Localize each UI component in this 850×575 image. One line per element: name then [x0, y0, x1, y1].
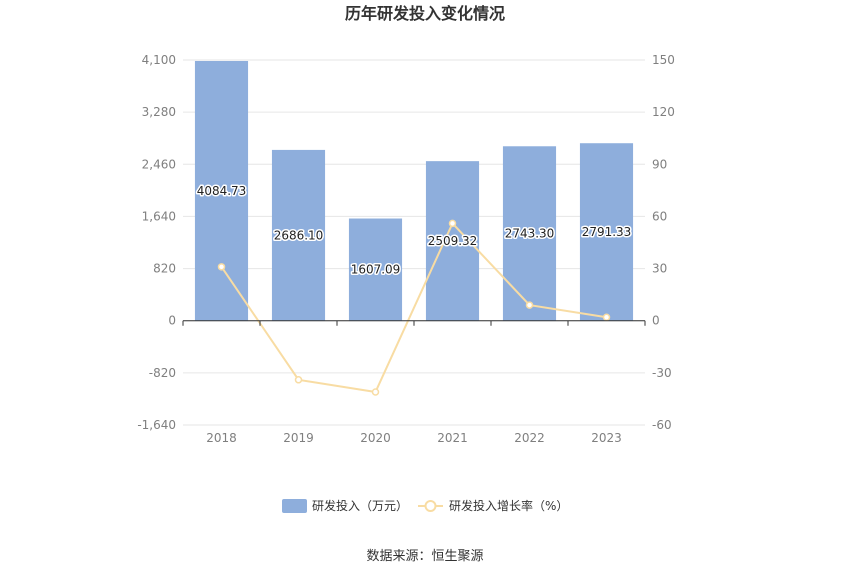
- bar-data-label: 1607.09: [351, 263, 401, 277]
- y-left-tick-label: 2,460: [142, 157, 176, 171]
- y-right-tick-label: -30: [652, 366, 672, 380]
- y-right-tick-label: 30: [652, 262, 667, 276]
- growth-point: [525, 301, 534, 309]
- growth-point: [448, 219, 457, 228]
- grid-layer: [183, 59, 645, 426]
- bar: [502, 146, 557, 321]
- x-tick-label: 2020: [360, 431, 391, 445]
- y-right-tick-label: 60: [652, 209, 667, 223]
- bar-data-label: 2686.10: [274, 228, 324, 242]
- y-left-tick-label: 0: [168, 314, 176, 328]
- y-left-tick-label: 820: [153, 262, 176, 276]
- y-left-tick-label: -1,640: [137, 418, 176, 432]
- y-left-tick-label: -820: [149, 366, 176, 380]
- legend-line-marker: [424, 500, 437, 512]
- x-tick-label: 2023: [591, 431, 622, 445]
- legend-bar-label: 研发投入（万元）: [312, 498, 408, 513]
- y-right-tick-label: 120: [652, 105, 675, 119]
- y-left-tick-label: 4,100: [142, 53, 176, 67]
- x-tick-label: 2021: [437, 431, 468, 445]
- growth-point: [217, 263, 226, 271]
- y-right-tick-label: -60: [652, 418, 672, 432]
- bar-data-label: 4084.73: [197, 184, 247, 198]
- source-note: 数据来源：恒生聚源: [366, 549, 483, 564]
- y-right-tick-label: 0: [652, 314, 660, 328]
- y-left-tick-label: 3,280: [142, 105, 176, 119]
- bar-data-label: 2791.33: [582, 225, 632, 239]
- y-left-tick-label: 1,640: [142, 209, 176, 223]
- legend: 研发投入（万元） 研发投入增长率（%）: [282, 498, 568, 513]
- chart-title: 历年研发投入变化情况: [345, 4, 505, 23]
- growth-line: [220, 221, 607, 394]
- axis-layer: 4,100 150 3,280 120 2,460 90 1,640 60 820 30 0 0 -82…: [137, 53, 675, 445]
- bar-data-label: 2509.32: [428, 234, 478, 248]
- bars-layer: [194, 60, 634, 321]
- bar: [271, 149, 326, 321]
- y-right-tick-label: 150: [652, 53, 675, 67]
- labels-layer: 4084.73 2686.10 1607.09 2509.32 2743.30 2791.…: [195, 182, 633, 278]
- y-right-tick-label: 90: [652, 157, 667, 171]
- bar-data-label: 2743.30: [505, 226, 555, 240]
- legend-bar-swatch: [282, 499, 307, 513]
- legend-line-label: 研发投入增长率（%）: [449, 498, 568, 513]
- bar: [579, 143, 634, 321]
- bar: [194, 60, 249, 321]
- x-tick-label: 2022: [514, 431, 545, 445]
- growth-point: [294, 376, 303, 384]
- x-tick-label: 2018: [206, 431, 237, 445]
- growth-point: [371, 388, 380, 396]
- growth-point: [602, 313, 611, 321]
- x-tick-label: 2019: [283, 431, 314, 445]
- bar: [348, 218, 403, 321]
